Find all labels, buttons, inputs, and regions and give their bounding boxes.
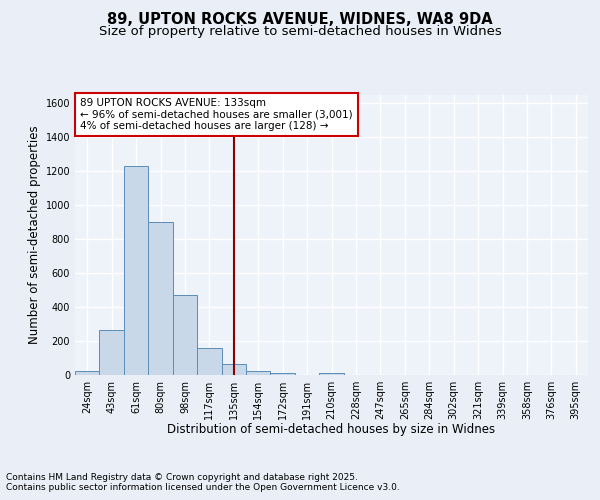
Bar bbox=[246, 371, 271, 375]
Text: Contains public sector information licensed under the Open Government Licence v3: Contains public sector information licen… bbox=[6, 484, 400, 492]
Text: 89 UPTON ROCKS AVENUE: 133sqm
← 96% of semi-detached houses are smaller (3,001)
: 89 UPTON ROCKS AVENUE: 133sqm ← 96% of s… bbox=[80, 98, 353, 131]
Bar bbox=[197, 348, 221, 375]
Bar bbox=[148, 222, 173, 375]
Bar bbox=[100, 330, 124, 375]
Bar bbox=[271, 374, 295, 375]
Bar bbox=[173, 295, 197, 375]
Bar bbox=[124, 166, 148, 375]
Text: 89, UPTON ROCKS AVENUE, WIDNES, WA8 9DA: 89, UPTON ROCKS AVENUE, WIDNES, WA8 9DA bbox=[107, 12, 493, 28]
Bar bbox=[75, 371, 100, 375]
Text: Contains HM Land Registry data © Crown copyright and database right 2025.: Contains HM Land Registry data © Crown c… bbox=[6, 472, 358, 482]
Bar bbox=[319, 374, 344, 375]
Text: Size of property relative to semi-detached houses in Widnes: Size of property relative to semi-detach… bbox=[98, 25, 502, 38]
Bar bbox=[221, 364, 246, 375]
Y-axis label: Number of semi-detached properties: Number of semi-detached properties bbox=[28, 126, 41, 344]
X-axis label: Distribution of semi-detached houses by size in Widnes: Distribution of semi-detached houses by … bbox=[167, 424, 496, 436]
